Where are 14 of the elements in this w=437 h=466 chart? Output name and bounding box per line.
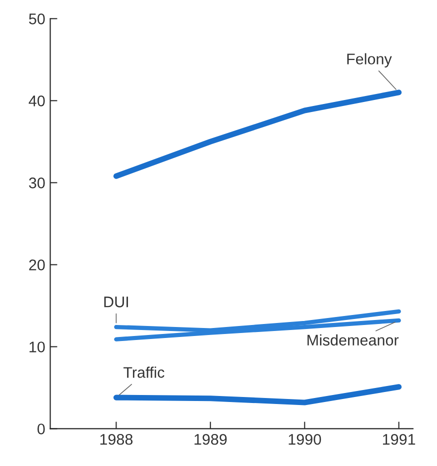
x-tick-label: 1991 <box>383 434 416 445</box>
y-tick-label: 20 <box>29 260 45 270</box>
series-label: Misdemeanor <box>308 334 399 346</box>
x-tick-label: 1988 <box>100 434 133 445</box>
y-tick-label: 30 <box>28 178 45 188</box>
y-tick-label: 10 <box>30 342 45 352</box>
series-label: DUI <box>104 296 128 308</box>
x-tick-label: 1990 <box>288 434 322 445</box>
series-label: Felony <box>347 53 392 68</box>
y-tick-label: 40 <box>28 96 45 106</box>
y-tick-label: 0 <box>37 424 45 434</box>
y-tick-label: 50 <box>29 14 45 24</box>
x-tick-label: 1989 <box>194 434 227 445</box>
series-label: Traffic <box>123 366 164 378</box>
